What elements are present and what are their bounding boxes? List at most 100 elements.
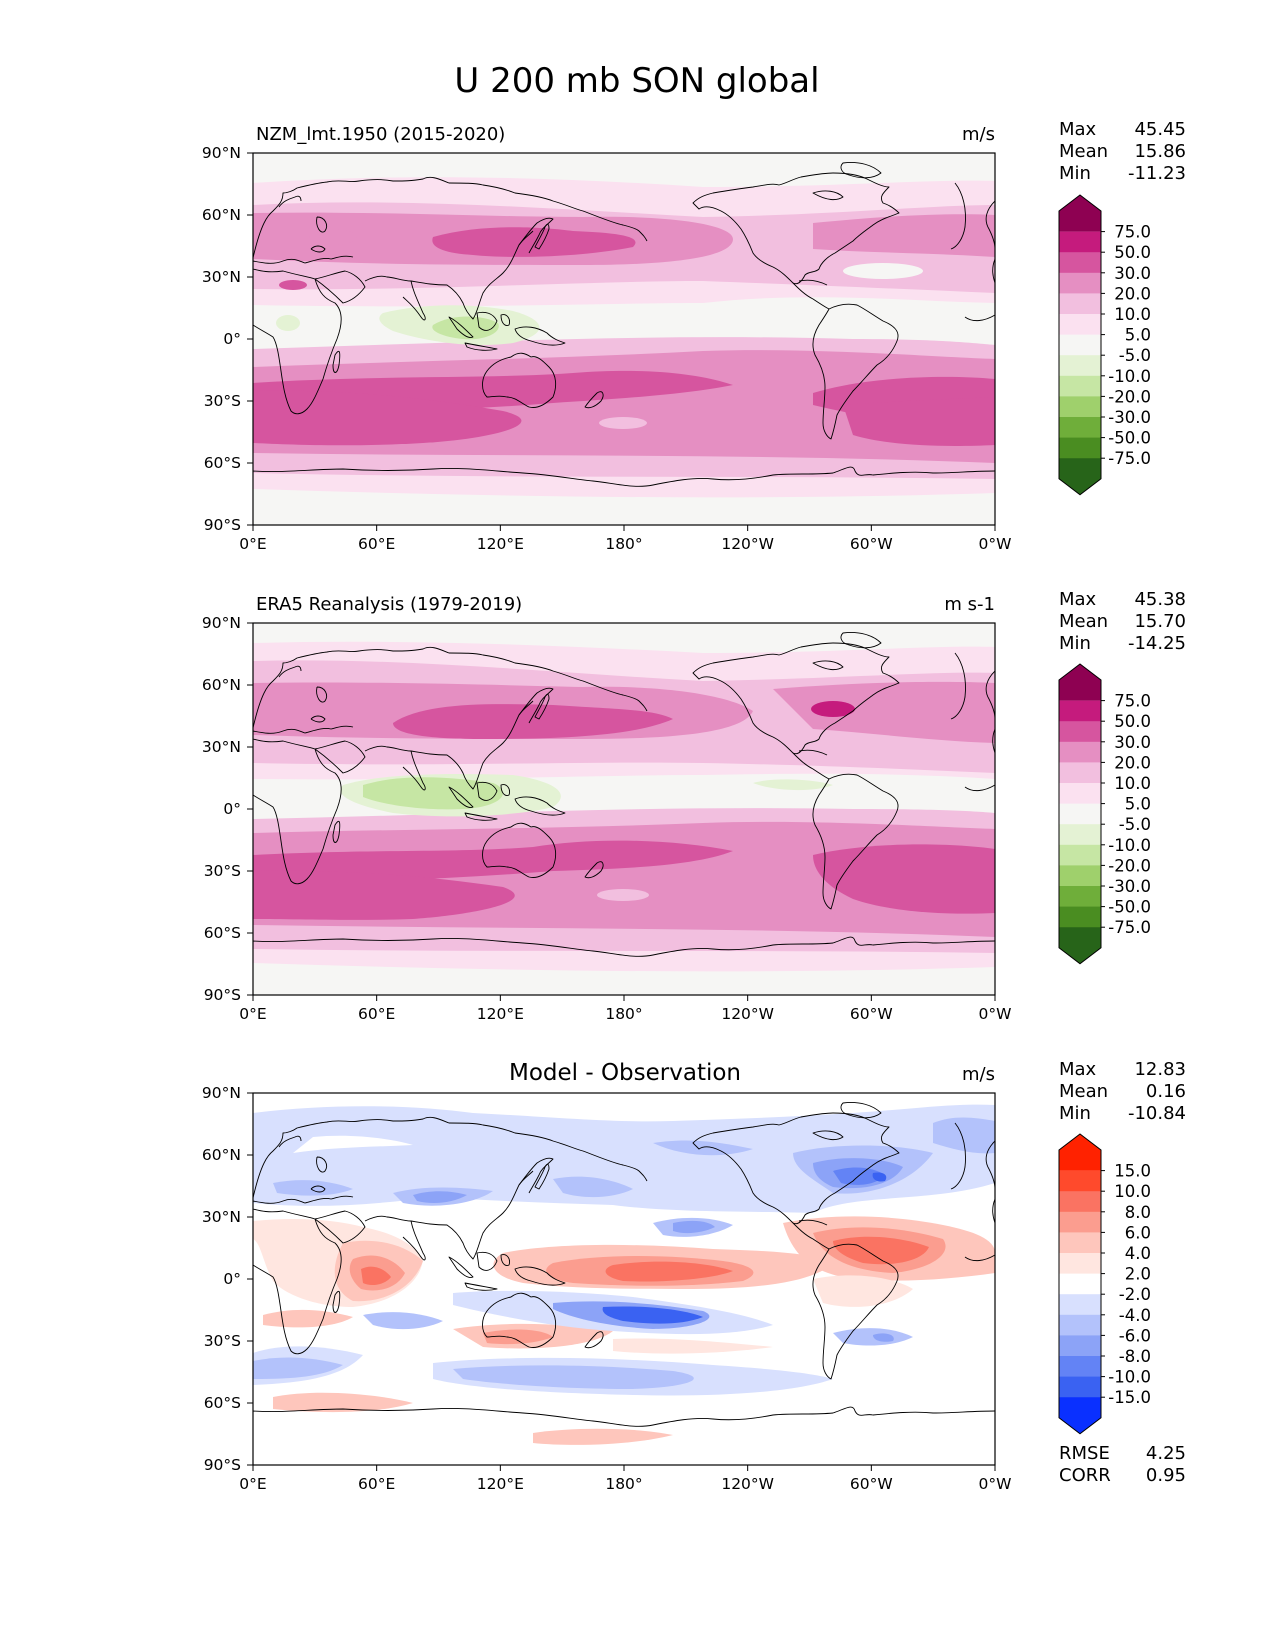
colorbar-segment	[1059, 783, 1101, 805]
colorbar-segment	[1059, 741, 1101, 763]
lat-tick-label: 90°S	[204, 1456, 241, 1474]
colorbar-segment	[1059, 1356, 1101, 1378]
lon-tick-label: 60°W	[850, 1475, 893, 1493]
panel-obs-units: m s-1	[944, 594, 995, 615]
figure-title: U 200 mb SON global	[454, 61, 819, 101]
stat-mean-value: 15.70	[1134, 611, 1186, 632]
colorbar-label: -4.0	[1119, 1306, 1151, 1325]
colorbar-segment	[1059, 1314, 1101, 1336]
lat-tick-label: 0°	[223, 800, 241, 818]
lat-tick-label: 90°S	[204, 986, 241, 1004]
rmse-value: 4.25	[1146, 1443, 1186, 1464]
stat-min-label: Min	[1059, 633, 1091, 654]
colorbar-segment	[1059, 272, 1101, 294]
panel-diff-units: m/s	[962, 1064, 995, 1085]
stat-max-value: 12.83	[1134, 1059, 1186, 1080]
lon-ticks-obs: 0°E 60°E 120°E 180° 120°W 60°W 0°W	[239, 995, 1011, 1023]
panel-model-units: m/s	[962, 124, 995, 145]
lon-tick-label: 0°E	[239, 1475, 266, 1493]
colorbar-label: 10.0	[1114, 1182, 1151, 1201]
lon-tick-label: 60°E	[358, 1475, 395, 1493]
colorbar-segment	[1059, 396, 1101, 418]
lon-tick-label: 0°E	[239, 1005, 266, 1023]
colorbar-label: 10.0	[1114, 305, 1151, 324]
lat-ticks-obs: 90°N 60°N 30°N 0° 30°S 60°S 90°S	[202, 614, 253, 1004]
colorbar-segment	[1059, 355, 1101, 377]
stat-mean-value: 0.16	[1146, 1081, 1186, 1102]
colorbar-segment	[1059, 1211, 1101, 1233]
lat-tick-label: 60°S	[204, 1394, 241, 1412]
colorbar-segment	[1059, 252, 1101, 274]
lat-tick-label: 0°	[223, 1270, 241, 1288]
colorbar-label: 5.0	[1125, 795, 1151, 814]
colorbar-segment	[1059, 906, 1101, 928]
colorbar-label: -15.0	[1108, 1388, 1151, 1407]
colorbar-extend-min	[1059, 927, 1101, 964]
colorbar-label: 30.0	[1114, 264, 1151, 283]
colorbar-segment	[1059, 1253, 1101, 1275]
colorbar-label: 5.0	[1125, 326, 1151, 345]
stats-model: Max 45.45 Mean 15.86 Min -11.23	[1059, 119, 1186, 184]
colorbar-obs: 75.050.0 30.020.0 10.0 5.0-5.0 -10.0-20.0 -30…	[1058, 663, 1151, 965]
stat-min-label: Min	[1059, 1103, 1091, 1124]
panel-diff: Model - Observation m/s	[202, 1059, 1186, 1493]
stats-obs: Max 45.38 Mean 15.70 Min -14.25	[1059, 589, 1186, 654]
colorbar-label: -30.0	[1108, 877, 1151, 896]
lat-tick-label: 30°S	[204, 392, 241, 410]
lon-tick-label: 60°E	[358, 1005, 395, 1023]
lat-tick-label: 30°S	[204, 862, 241, 880]
colorbar-segment	[1059, 1191, 1101, 1213]
panel-obs-title: ERA5 Reanalysis (1979-2019)	[256, 594, 522, 615]
colorbar-segment	[1059, 803, 1101, 825]
lon-tick-label: 0°W	[979, 535, 1012, 553]
panel-model-title: NZM_lmt.1950 (2015-2020)	[256, 124, 505, 145]
colorbar-outline	[1058, 194, 1102, 496]
colorbar-label: -5.0	[1119, 815, 1151, 834]
lat-tick-label: 0°	[223, 330, 241, 348]
stat-mean-label: Mean	[1059, 141, 1108, 162]
colorbar-segment	[1059, 437, 1101, 459]
lat-tick-label: 90°N	[202, 1084, 241, 1102]
colorbar-label: -5.0	[1119, 346, 1151, 365]
map-obs	[253, 623, 995, 995]
stat-min-label: Min	[1059, 163, 1091, 184]
lon-ticks-diff: 0°E 60°E 120°E 180° 120°W 60°W 0°W	[239, 1465, 1011, 1493]
colorbar-segment	[1059, 314, 1101, 336]
colorbar-segment	[1059, 1273, 1101, 1295]
colorbar-label: 75.0	[1114, 692, 1151, 711]
lat-tick-label: 30°N	[202, 738, 241, 756]
lon-tick-label: 120°E	[477, 1475, 524, 1493]
lon-tick-label: 180°	[605, 1005, 642, 1023]
lat-tick-label: 90°N	[202, 614, 241, 632]
colorbar-segment	[1059, 1170, 1101, 1192]
colorbar-label: -10.0	[1108, 1368, 1151, 1387]
lat-tick-label: 60°N	[202, 1146, 241, 1164]
colorbar-label: -75.0	[1108, 918, 1151, 937]
panel-obs: ERA5 Reanalysis (1979-2019) m s-1	[202, 589, 1186, 1023]
colorbar-segment	[1059, 1335, 1101, 1357]
stat-min-value: -11.23	[1128, 163, 1186, 184]
colorbar-segment	[1059, 1294, 1101, 1316]
colorbar-label: -50.0	[1108, 429, 1151, 448]
stat-max-value: 45.45	[1134, 119, 1186, 140]
colorbar-label: -2.0	[1119, 1285, 1151, 1304]
colorbar-segment	[1059, 844, 1101, 866]
colorbar-label: 6.0	[1125, 1223, 1151, 1242]
colorbar-segment	[1059, 886, 1101, 908]
colorbar-label: 2.0	[1125, 1265, 1151, 1284]
lat-tick-label: 90°N	[202, 144, 241, 162]
colorbar-extend-min	[1059, 458, 1101, 495]
lon-tick-label: 120°W	[721, 1005, 774, 1023]
lon-tick-label: 180°	[605, 1475, 642, 1493]
corr-label: CORR	[1059, 1465, 1111, 1486]
colorbar-label: 75.0	[1114, 223, 1151, 242]
colorbar-segment	[1059, 417, 1101, 439]
corr-value: 0.95	[1146, 1465, 1186, 1486]
lon-tick-label: 120°E	[477, 535, 524, 553]
colorbar-segment	[1059, 1232, 1101, 1254]
lon-tick-label: 120°E	[477, 1005, 524, 1023]
rmse-corr: RMSE 4.25 CORR 0.95	[1059, 1443, 1186, 1486]
colorbar-label: -8.0	[1119, 1347, 1151, 1366]
stat-max-label: Max	[1059, 589, 1097, 610]
